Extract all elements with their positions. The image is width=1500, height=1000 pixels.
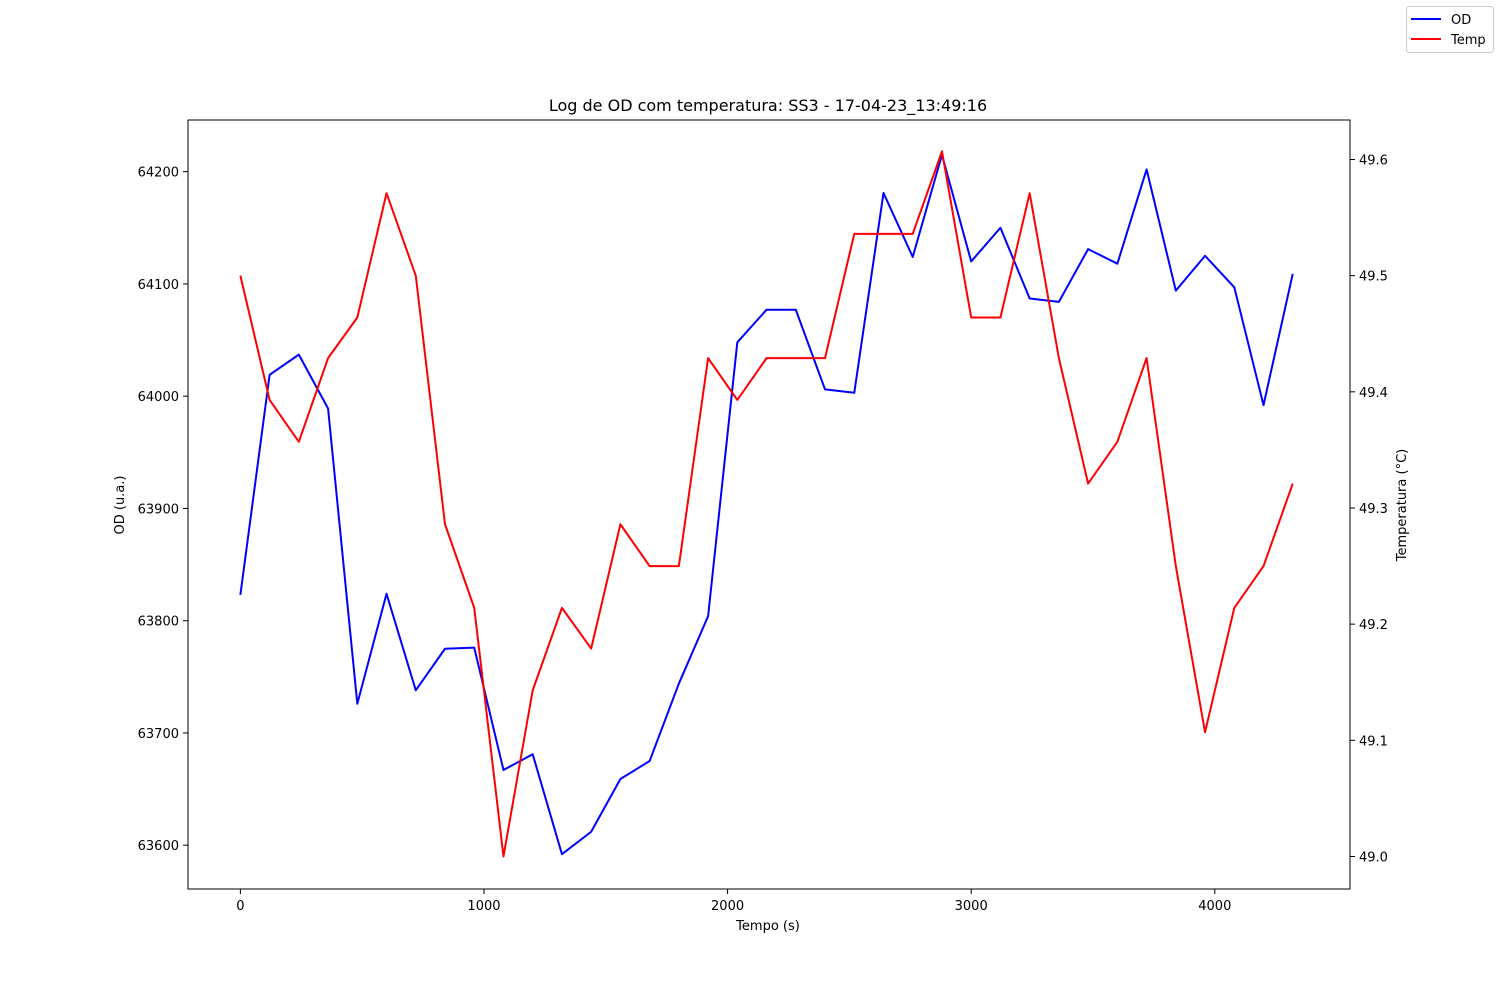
y-tick-label: 63600 — [138, 839, 179, 854]
legend-label-temp: Temp — [1450, 33, 1486, 48]
y2-tick-label: 49.0 — [1359, 850, 1388, 865]
legend: OD Temp — [1406, 6, 1494, 53]
legend-label-od: OD — [1451, 13, 1471, 28]
y-tick-label: 63800 — [138, 615, 179, 630]
series-line-od — [239, 153, 1294, 856]
y2-tick-label: 49.4 — [1359, 386, 1388, 401]
x-tick-label: 3000 — [955, 899, 988, 914]
y2-tick-label: 49.6 — [1359, 153, 1388, 168]
y2-tick-label: 49.3 — [1359, 502, 1388, 517]
y2-tick-label: 49.2 — [1359, 618, 1388, 633]
y-tick-label: 63700 — [138, 727, 179, 742]
y2-tick-label: 49.1 — [1359, 734, 1388, 749]
y-tick-label: 64000 — [138, 390, 179, 405]
x-tick-label: 0 — [236, 899, 244, 914]
axes-frame — [187, 119, 1351, 890]
y-tick-label: 63900 — [138, 502, 179, 517]
x-tick-label: 4000 — [1198, 899, 1231, 914]
x-tick-label: 2000 — [711, 899, 744, 914]
y-tick-label: 64200 — [138, 166, 179, 181]
plot-area — [239, 150, 1294, 858]
x-axis-label: Tempo (s) — [735, 919, 800, 934]
y2-axis-label: Temperatura (°C) — [1395, 449, 1410, 562]
y2-tick-label: 49.5 — [1359, 270, 1388, 285]
y-tick-label: 64100 — [138, 278, 179, 293]
chart-title: Log de OD com temperatura: SS3 - 17-04-2… — [549, 96, 987, 116]
x-tick-label: 1000 — [467, 899, 500, 914]
axes-group: 0 1000 2000 3000 4000 63600 63700 63800 63900 640… — [138, 119, 1388, 914]
series-line-temp — [239, 150, 1294, 858]
y-axis-label: OD (u.a.) — [113, 476, 128, 535]
